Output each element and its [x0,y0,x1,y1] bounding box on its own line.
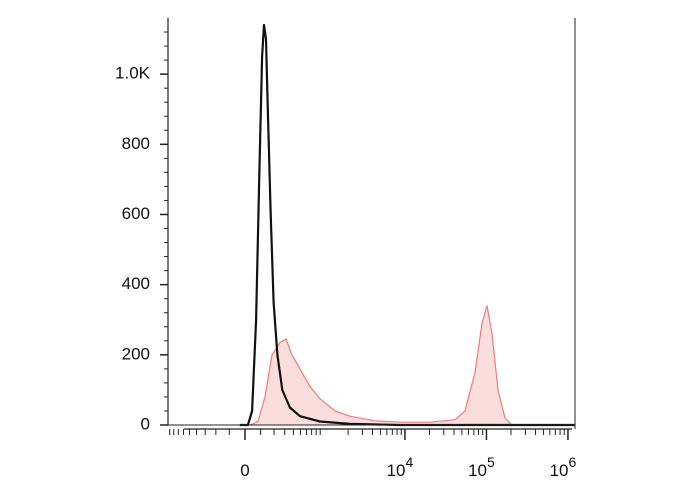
x-tick-label: 105 [468,454,495,481]
line [249,305,575,426]
line [239,23,575,427]
x-tick-label-base: 10 [550,461,569,480]
x-tick-label: 0 [240,461,249,480]
x-tick-label-exponent: 4 [406,454,414,470]
x-tick-label: 104 [387,454,414,481]
x-tick-label: 106 [550,454,577,481]
y-tick-label: 400 [122,274,150,293]
y-tick-label: 600 [122,204,150,223]
y-tick-label: 200 [122,344,150,363]
x-tick-label-exponent: 6 [569,454,577,470]
x-tick-label-base: 10 [387,461,406,480]
x-tick-label-exponent: 5 [487,454,495,470]
x-tick-label-base: 10 [468,461,487,480]
y-tick-label: 1.0K [115,64,151,83]
y-tick-label: 0 [141,414,150,433]
y-tick-label: 800 [122,134,150,153]
x-tick-label-base: 0 [240,461,249,480]
area [250,305,575,425]
